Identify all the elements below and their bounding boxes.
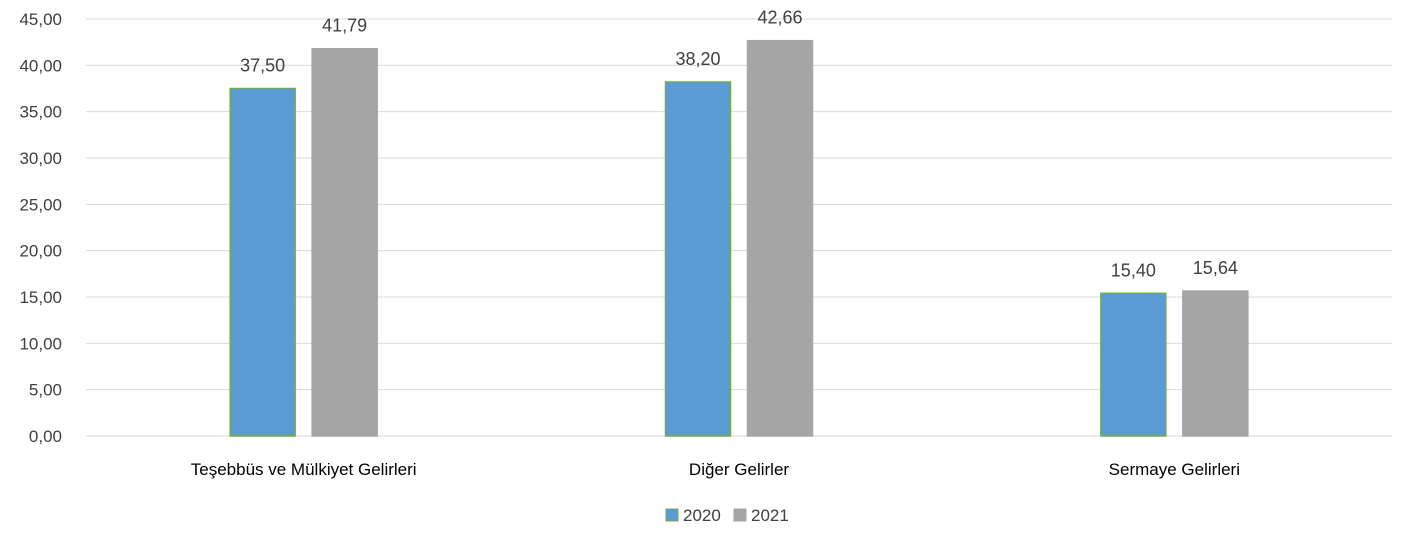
data-label: 15,40 [1111, 260, 1156, 280]
category-label: Diğer Gelirler [689, 460, 789, 479]
bar-2020-1 [664, 81, 732, 437]
y-tick-label: 10,00 [19, 334, 62, 353]
bar-2020-0 [229, 87, 296, 437]
bar-2021-2 [1182, 290, 1249, 437]
category-labels: Teşebbüs ve Mülkiyet Gelirleri Diğer Geli… [191, 460, 1240, 479]
bar-2021-1 [746, 39, 814, 437]
data-label: 42,66 [757, 8, 802, 28]
legend-label: 2020 [683, 506, 721, 525]
legend-swatch [733, 508, 747, 522]
gridlines [86, 18, 1392, 437]
y-tick-label: 25,00 [19, 195, 62, 214]
bar-2020-2 [1100, 292, 1167, 437]
data-labels: 37,50 41,79 38,20 42,66 15,40 15,64 [240, 8, 1238, 281]
bars [229, 39, 1249, 437]
y-tick-label: 0,00 [29, 427, 62, 446]
y-tick-label: 45,00 [19, 10, 62, 29]
category-label: Teşebbüs ve Mülkiyet Gelirleri [191, 460, 417, 479]
y-tick-label: 30,00 [19, 149, 62, 168]
y-tick-label: 20,00 [19, 242, 62, 261]
y-tick-label: 40,00 [19, 56, 62, 75]
bar-2021-0 [311, 47, 378, 437]
legend: 2020 2021 [665, 506, 789, 525]
y-axis-tick-labels: 0,00 5,00 10,00 15,00 20,00 25,00 30,00 35,00 40… [19, 10, 62, 446]
data-label: 15,64 [1193, 258, 1238, 278]
legend-swatch [665, 508, 679, 522]
legend-label: 2021 [751, 506, 789, 525]
data-label: 41,79 [322, 16, 367, 36]
y-tick-label: 5,00 [29, 381, 62, 400]
data-label: 38,20 [675, 49, 720, 69]
y-tick-label: 35,00 [19, 103, 62, 122]
data-label: 37,50 [240, 56, 285, 76]
category-label: Sermaye Gelirleri [1109, 460, 1240, 479]
y-tick-label: 15,00 [19, 288, 62, 307]
